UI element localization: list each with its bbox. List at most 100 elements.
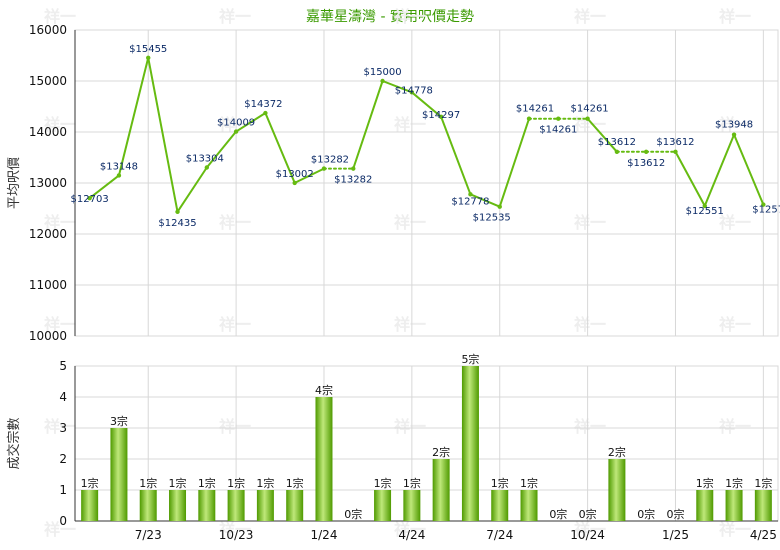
count-bar-label: 3宗 <box>110 414 128 428</box>
price-line-segment <box>147 56 179 213</box>
count-bar-label: 1宗 <box>754 476 772 490</box>
price-point <box>351 166 356 171</box>
price-point <box>438 114 444 120</box>
x-tick-label: 7/23 <box>135 528 162 542</box>
count-bar-label: 0宗 <box>549 507 567 521</box>
price-point <box>321 166 327 171</box>
price-point <box>87 195 92 201</box>
price-point <box>614 149 620 154</box>
price-line-segment <box>293 167 325 184</box>
count-bar-label: 0宗 <box>637 507 655 521</box>
count-bar <box>608 459 626 521</box>
count-bar-label: 0宗 <box>666 507 684 521</box>
count-bar <box>286 490 304 521</box>
count-bar <box>461 366 479 521</box>
count-bar-label: 1宗 <box>374 476 392 490</box>
count-bar-label: 1宗 <box>520 476 538 490</box>
price-data-label: $14009 <box>217 118 255 129</box>
watermark-text: 祥一 <box>219 520 251 539</box>
count-y-tick-label: 1 <box>59 483 67 497</box>
price-line-segment <box>264 112 296 184</box>
price-point <box>673 149 678 154</box>
count-bar-label: 1宗 <box>403 476 421 490</box>
price-y-axis-label: 平均呎價 <box>7 157 22 209</box>
watermark-text: 祥一 <box>574 315 606 334</box>
price-data-label: $13948 <box>715 120 753 131</box>
watermark-text: 祥一 <box>719 520 751 539</box>
watermark-text: 祥一 <box>44 520 76 539</box>
price-data-label: $12703 <box>71 194 109 205</box>
watermark-text: 祥一 <box>394 315 426 334</box>
price-data-label: $14261 <box>539 125 577 136</box>
price-point <box>409 90 415 95</box>
count-bar <box>81 490 99 521</box>
watermark-text: 祥一 <box>394 7 426 26</box>
watermark-text: 祥一 <box>219 417 251 436</box>
x-tick-label: 4/25 <box>750 528 777 542</box>
price-data-label: $13612 <box>627 158 665 169</box>
watermark-text: 祥一 <box>394 115 426 134</box>
price-y-tick-label: 15000 <box>29 74 67 88</box>
price-y-tick-label: 12000 <box>29 227 67 241</box>
price-line-segment <box>586 117 618 153</box>
chart-title: 嘉華星濤灣 - 實用呎價走勢 <box>306 8 474 25</box>
count-y-tick-label: 4 <box>59 390 67 404</box>
price-point <box>526 116 532 121</box>
price-data-label: $13612 <box>656 137 694 148</box>
count-bar-label: 1宗 <box>696 476 714 490</box>
price-line-segment <box>235 112 267 133</box>
price-data-label: $12576 <box>752 205 780 216</box>
price-y-tick-label: 16000 <box>29 23 67 37</box>
count-bar <box>139 490 157 521</box>
count-bar-label: 1宗 <box>286 476 304 490</box>
count-bar <box>403 490 421 521</box>
x-tick-label: 7/24 <box>486 528 513 542</box>
watermark-text: 祥一 <box>719 115 751 134</box>
price-point <box>556 116 561 121</box>
price-line-segment <box>117 56 150 177</box>
watermark-text: 祥一 <box>44 115 76 134</box>
price-data-label: $12435 <box>158 218 196 229</box>
price-line-segment <box>674 150 706 207</box>
watermark-text: 祥一 <box>44 315 76 334</box>
count-bar <box>491 490 509 521</box>
price-data-label: $15000 <box>363 67 401 78</box>
watermark-text: 祥一 <box>719 417 751 436</box>
price-y-tick-label: 14000 <box>29 125 67 139</box>
x-tick-label: 4/24 <box>398 528 425 542</box>
price-line-segment <box>469 193 501 208</box>
price-line-segment <box>498 117 531 208</box>
price-data-label: $14778 <box>395 85 433 96</box>
count-bar <box>696 490 714 521</box>
price-data-label: $13148 <box>100 161 138 172</box>
watermark-text: 祥一 <box>219 315 251 334</box>
count-bar-label: 1宗 <box>169 476 187 490</box>
x-tick-label: 10/23 <box>219 528 254 542</box>
count-bar-label: 1宗 <box>491 476 509 490</box>
watermark-text: 祥一 <box>394 520 426 539</box>
price-panel: 10000 11000 12000 13000 14000 15000 16000 平均呎價 $… <box>7 23 780 343</box>
count-y-tick-label: 2 <box>59 452 67 466</box>
price-data-label: $14261 <box>571 104 609 115</box>
price-data-label: $14372 <box>244 99 282 110</box>
watermark-text: 祥一 <box>394 417 426 436</box>
count-bar <box>256 490 274 521</box>
price-point <box>497 204 502 209</box>
price-data-label: $13282 <box>311 155 349 166</box>
watermark-text: 祥一 <box>574 7 606 26</box>
count-bar-label: 1宗 <box>256 476 274 490</box>
count-bar-label: 1宗 <box>81 476 99 490</box>
x-tick-label: 10/24 <box>570 528 605 542</box>
watermark-text: 祥一 <box>44 7 76 26</box>
watermark-text: 祥一 <box>44 417 76 436</box>
count-bar <box>169 490 187 521</box>
price-data-label: $13612 <box>598 137 636 148</box>
price-point <box>146 55 151 60</box>
count-bar <box>110 428 128 521</box>
watermark-text: 祥一 <box>574 417 606 436</box>
count-bar <box>725 490 743 521</box>
price-line-segment <box>703 133 736 207</box>
watermark-text: 祥一 <box>394 213 426 232</box>
price-line-segment <box>205 130 238 169</box>
